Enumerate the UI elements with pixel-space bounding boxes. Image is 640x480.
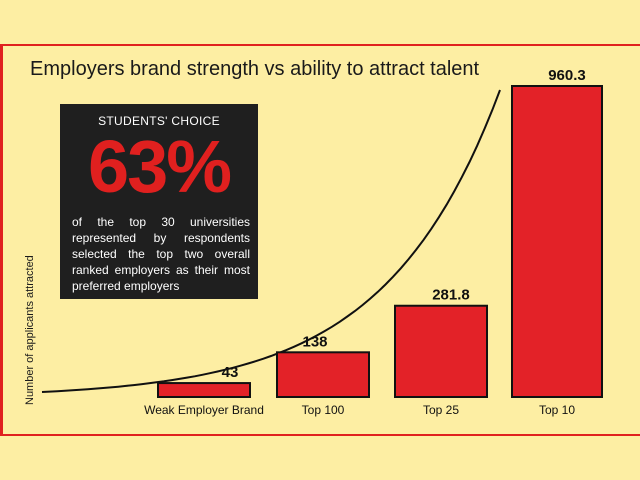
category-label: Weak Employer Brand: [144, 403, 264, 417]
category-label: Top 10: [539, 403, 575, 417]
value-label: 43: [222, 364, 239, 381]
value-label: 281.8: [432, 287, 470, 304]
bar-weak-employer-brand: [157, 382, 251, 399]
bar-top-10: [511, 85, 603, 398]
category-label: Top 100: [302, 403, 345, 417]
frame-top-border: [0, 44, 640, 46]
chart-title: Employers brand strength vs ability to a…: [30, 58, 480, 80]
bar-top-100: [276, 351, 370, 398]
callout-percent: 63%: [87, 125, 232, 208]
frame-bottom-border: [0, 434, 640, 436]
frame-left-border: [0, 44, 3, 436]
value-label: 960.3: [548, 67, 586, 84]
students-choice-callout: STUDENTS' CHOICE 63% of the top 30 unive…: [60, 104, 258, 299]
category-label: Top 25: [423, 403, 459, 417]
value-label: 138: [302, 333, 327, 350]
callout-heading: STUDENTS' CHOICE: [98, 114, 220, 128]
trend-curve: [41, 89, 501, 393]
callout-body: of the top 30 universities represented b…: [72, 215, 250, 293]
bar-top-25: [394, 304, 488, 398]
